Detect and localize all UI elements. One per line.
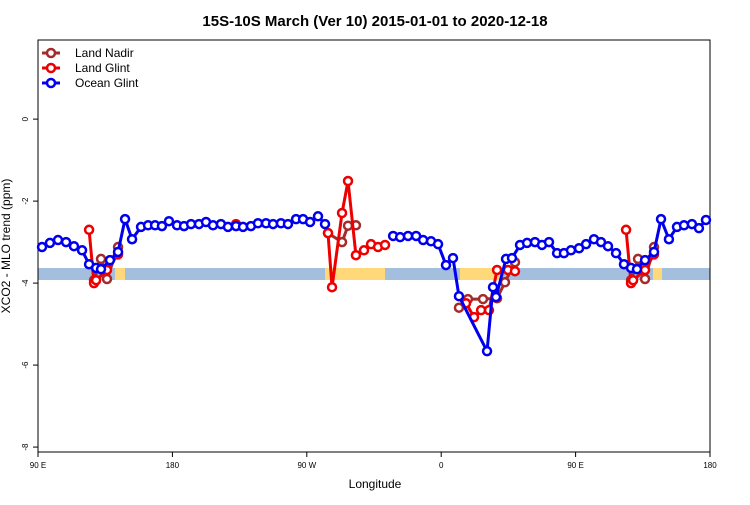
x-tick-label: 90 E (567, 461, 583, 470)
data-point (336, 207, 348, 219)
data-point (639, 264, 651, 276)
legend-label: Land Glint (75, 61, 130, 75)
data-point (119, 213, 131, 225)
ocean-band (500, 268, 653, 280)
data-point (499, 277, 511, 288)
data-point (477, 293, 489, 305)
data-point (222, 221, 234, 233)
data-point (95, 263, 107, 275)
data-point (417, 234, 429, 246)
y-tick-label: 0 (21, 116, 30, 121)
land-band (653, 268, 662, 280)
x-axis-label: Longitude (349, 477, 402, 491)
data-point (678, 220, 690, 231)
data-point (602, 240, 614, 252)
land-band (115, 268, 125, 280)
data-point (487, 281, 499, 293)
data-point (663, 233, 675, 245)
x-tick-label: 90 W (297, 461, 316, 470)
x-tick-label: 90 E (30, 461, 46, 470)
data-point (543, 236, 555, 248)
data-point (620, 224, 632, 236)
data-point (322, 227, 334, 239)
ocean-band (125, 268, 325, 280)
data-point (36, 241, 48, 253)
data-point (453, 302, 465, 313)
data-point (112, 246, 124, 258)
data-point (252, 217, 264, 229)
surface-band (38, 268, 710, 280)
data-point (481, 345, 493, 357)
data-point (509, 265, 521, 277)
legend-label: Land Nadir (75, 46, 134, 60)
data-point (639, 254, 651, 266)
data-point (432, 238, 444, 250)
data-point (95, 253, 107, 265)
ocean-band (662, 268, 710, 280)
data-point (104, 254, 116, 266)
data-point (326, 281, 338, 293)
data-point (453, 290, 465, 302)
legend-label: Ocean Glint (75, 76, 139, 90)
x-tick-label: 180 (166, 461, 180, 470)
data-point (402, 230, 414, 242)
x-tick-label: 0 (439, 461, 444, 470)
y-axis-label: XCO2 - MLO trend (ppm) (0, 179, 13, 314)
y-tick-label: -4 (21, 279, 30, 287)
data-point (342, 175, 354, 187)
data-point (610, 247, 622, 259)
y-tick-label: -8 (21, 443, 30, 451)
data-point (379, 239, 391, 251)
ocean-band (385, 268, 460, 280)
data-point (580, 238, 592, 250)
data-point (394, 231, 406, 243)
data-point (490, 291, 502, 303)
data-point (60, 236, 72, 248)
data-point (312, 211, 324, 222)
data-point (627, 274, 639, 286)
data-point (655, 213, 667, 225)
chart-title: 15S-10S March (Ver 10) 2015-01-01 to 202… (202, 13, 547, 30)
data-point (101, 273, 113, 285)
data-point (126, 233, 138, 245)
data-point (639, 273, 651, 285)
data-point (565, 245, 577, 256)
data-point (506, 252, 518, 264)
data-point (358, 245, 370, 256)
legend-symbol (45, 77, 57, 89)
x-tick-label: 180 (703, 461, 717, 470)
data-point (350, 249, 362, 261)
legend-symbol (45, 62, 57, 74)
data-point (693, 222, 705, 234)
legend-symbol (45, 47, 57, 59)
y-tick-label: -6 (21, 361, 30, 369)
data-point (304, 216, 316, 228)
data-point (44, 237, 56, 249)
data-point (90, 274, 102, 286)
data-point (76, 245, 88, 256)
data-point (52, 234, 64, 246)
data-point (163, 215, 175, 227)
data-point (319, 218, 331, 230)
land-band (325, 268, 385, 280)
data-point (282, 218, 294, 230)
land-band (460, 268, 500, 280)
data-point (491, 264, 503, 276)
data-point (83, 224, 95, 236)
data-point (207, 220, 219, 231)
y-tick-label: -2 (21, 197, 30, 205)
data-point (68, 240, 80, 252)
data-point (447, 252, 459, 264)
data-point (648, 246, 660, 258)
data-point (631, 263, 643, 275)
data-point (440, 259, 452, 271)
data-point (156, 220, 168, 232)
data-point (700, 214, 712, 226)
